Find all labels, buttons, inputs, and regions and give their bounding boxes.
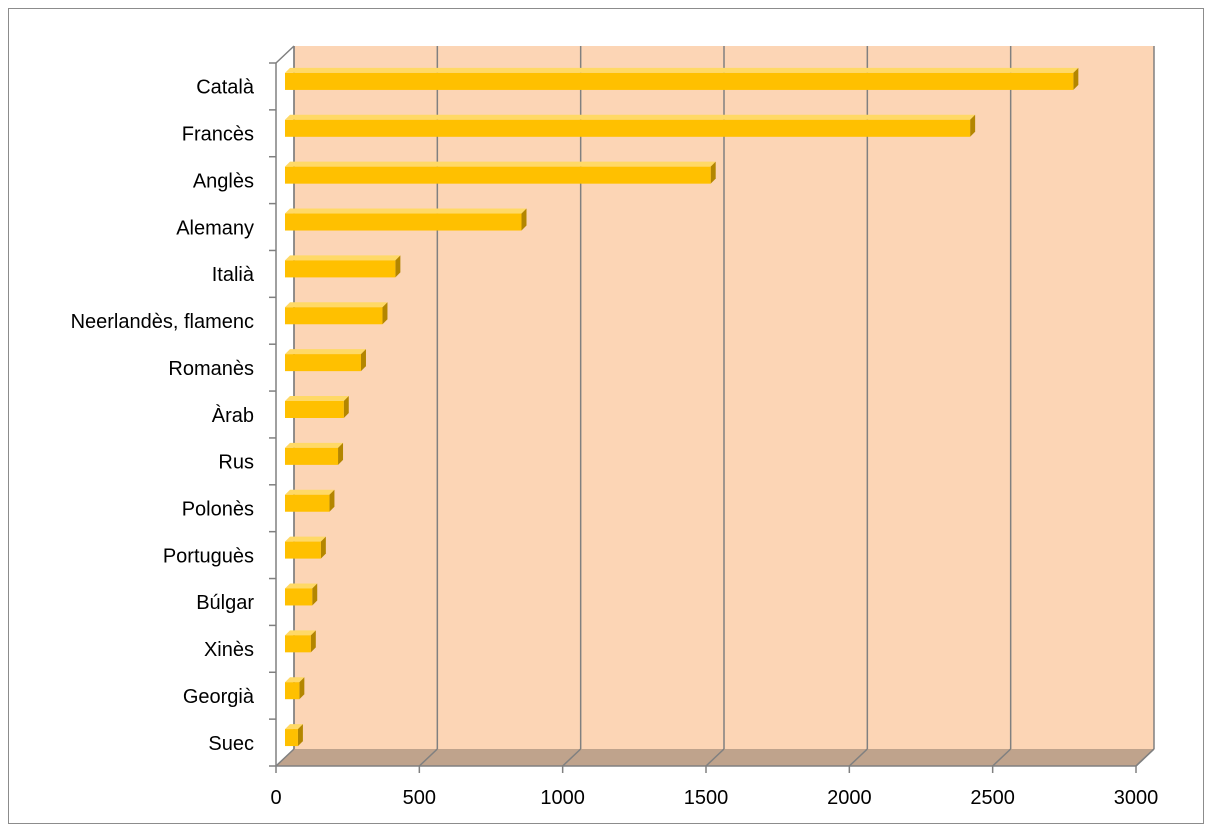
bar-end-face xyxy=(710,161,716,184)
bars xyxy=(285,67,1079,747)
category-label: Rus xyxy=(218,452,254,474)
bar xyxy=(285,255,401,278)
bar-end-face xyxy=(320,536,326,559)
bar xyxy=(285,349,366,372)
bar-front-face xyxy=(285,682,300,700)
bar-top-face xyxy=(285,161,716,167)
category-label: Francès xyxy=(182,124,254,146)
bar xyxy=(285,302,388,325)
plot-area xyxy=(276,46,1154,766)
floor-gridline xyxy=(418,748,438,767)
x-tick-label: 2000 xyxy=(827,787,872,809)
floor-gridline xyxy=(705,748,725,767)
bar-top-face xyxy=(285,536,326,542)
x-tick-labels: 0 500 1000 1500 2000 2500 3000 xyxy=(270,787,1158,809)
x-tick-label: 3000 xyxy=(1114,787,1159,809)
bar-end-face xyxy=(343,396,349,418)
x-tick-label: 0 xyxy=(270,787,281,809)
y-axis-top xyxy=(275,45,295,64)
bar-top-face xyxy=(285,489,335,495)
x-tick-label: 2500 xyxy=(970,787,1015,809)
bar-top-face xyxy=(285,724,303,730)
bar-end-face xyxy=(338,442,344,465)
bar xyxy=(285,724,303,747)
floor-gridline xyxy=(992,748,1012,767)
x-tick-label: 500 xyxy=(403,787,436,809)
category-label: Neerlandès, flamenc xyxy=(71,311,254,333)
bar xyxy=(285,396,349,418)
category-label: Àrab xyxy=(212,404,254,427)
bar-top-face xyxy=(285,208,527,214)
category-label: Suec xyxy=(208,733,254,755)
category-label: Georgià xyxy=(183,686,255,708)
bar-top-face xyxy=(285,67,1079,73)
bar-front-face xyxy=(285,119,971,137)
bar-front-face xyxy=(285,494,330,512)
bar-end-face xyxy=(521,208,527,231)
bar-top-face xyxy=(285,302,388,308)
bar-end-face xyxy=(1073,67,1079,90)
bar xyxy=(285,630,316,653)
x-axis-end xyxy=(1135,748,1155,767)
bar-end-face xyxy=(310,630,316,653)
bar-front-face xyxy=(285,213,522,231)
bar-end-face xyxy=(395,255,401,278)
bar-end-face xyxy=(360,349,366,372)
category-label: Búlgar xyxy=(196,592,254,614)
floor-gridline xyxy=(275,748,295,767)
category-label: Romanès xyxy=(168,358,254,380)
category-label: Català xyxy=(196,77,255,99)
bar-front-face xyxy=(285,72,1074,90)
bar-front-face xyxy=(285,401,344,418)
bar-front-face xyxy=(285,588,313,606)
bar-top-face xyxy=(285,630,316,636)
category-label: Xinès xyxy=(204,639,254,661)
bar-end-face xyxy=(297,724,303,747)
floor-gridline xyxy=(562,748,582,767)
category-label: Anglès xyxy=(193,170,254,192)
bar-top-face xyxy=(285,583,318,589)
x-tick-label: 1500 xyxy=(684,787,729,809)
bar xyxy=(285,67,1079,90)
x-tick-label: 1000 xyxy=(540,787,585,809)
bar-end-face xyxy=(329,489,335,512)
category-label: Alemany xyxy=(176,217,254,239)
bar-front-face xyxy=(285,729,298,747)
bar xyxy=(285,583,318,606)
bar-end-face xyxy=(970,114,976,137)
bar xyxy=(285,677,305,700)
bar-top-face xyxy=(285,442,344,448)
floor-gridline xyxy=(848,748,868,767)
category-label: Portuguès xyxy=(163,545,254,567)
category-labels: Català Francès Anglès Alemany Italià Neerland… xyxy=(71,77,255,755)
bar-top-face xyxy=(285,677,305,683)
bar-front-face xyxy=(285,354,361,372)
bar-top-face xyxy=(285,396,349,401)
bar-front-face xyxy=(285,541,321,559)
bar-top-face xyxy=(285,349,366,355)
bar xyxy=(285,161,716,184)
bar-end-face xyxy=(312,583,318,606)
bar-top-face xyxy=(285,114,976,120)
bar-front-face xyxy=(285,260,396,278)
bar-front-face xyxy=(285,166,711,184)
bar-top-face xyxy=(285,255,401,261)
category-label: Polonès xyxy=(182,499,254,521)
bar xyxy=(285,114,976,137)
bar-end-face xyxy=(299,677,305,700)
bar xyxy=(285,536,326,559)
bar-end-face xyxy=(382,302,388,325)
bar xyxy=(285,489,335,512)
bar xyxy=(285,442,344,465)
category-label: Italià xyxy=(212,264,255,286)
bar-front-face xyxy=(285,635,311,653)
bar-front-face xyxy=(285,447,339,465)
bar-front-face xyxy=(285,307,383,325)
bar xyxy=(285,208,527,231)
